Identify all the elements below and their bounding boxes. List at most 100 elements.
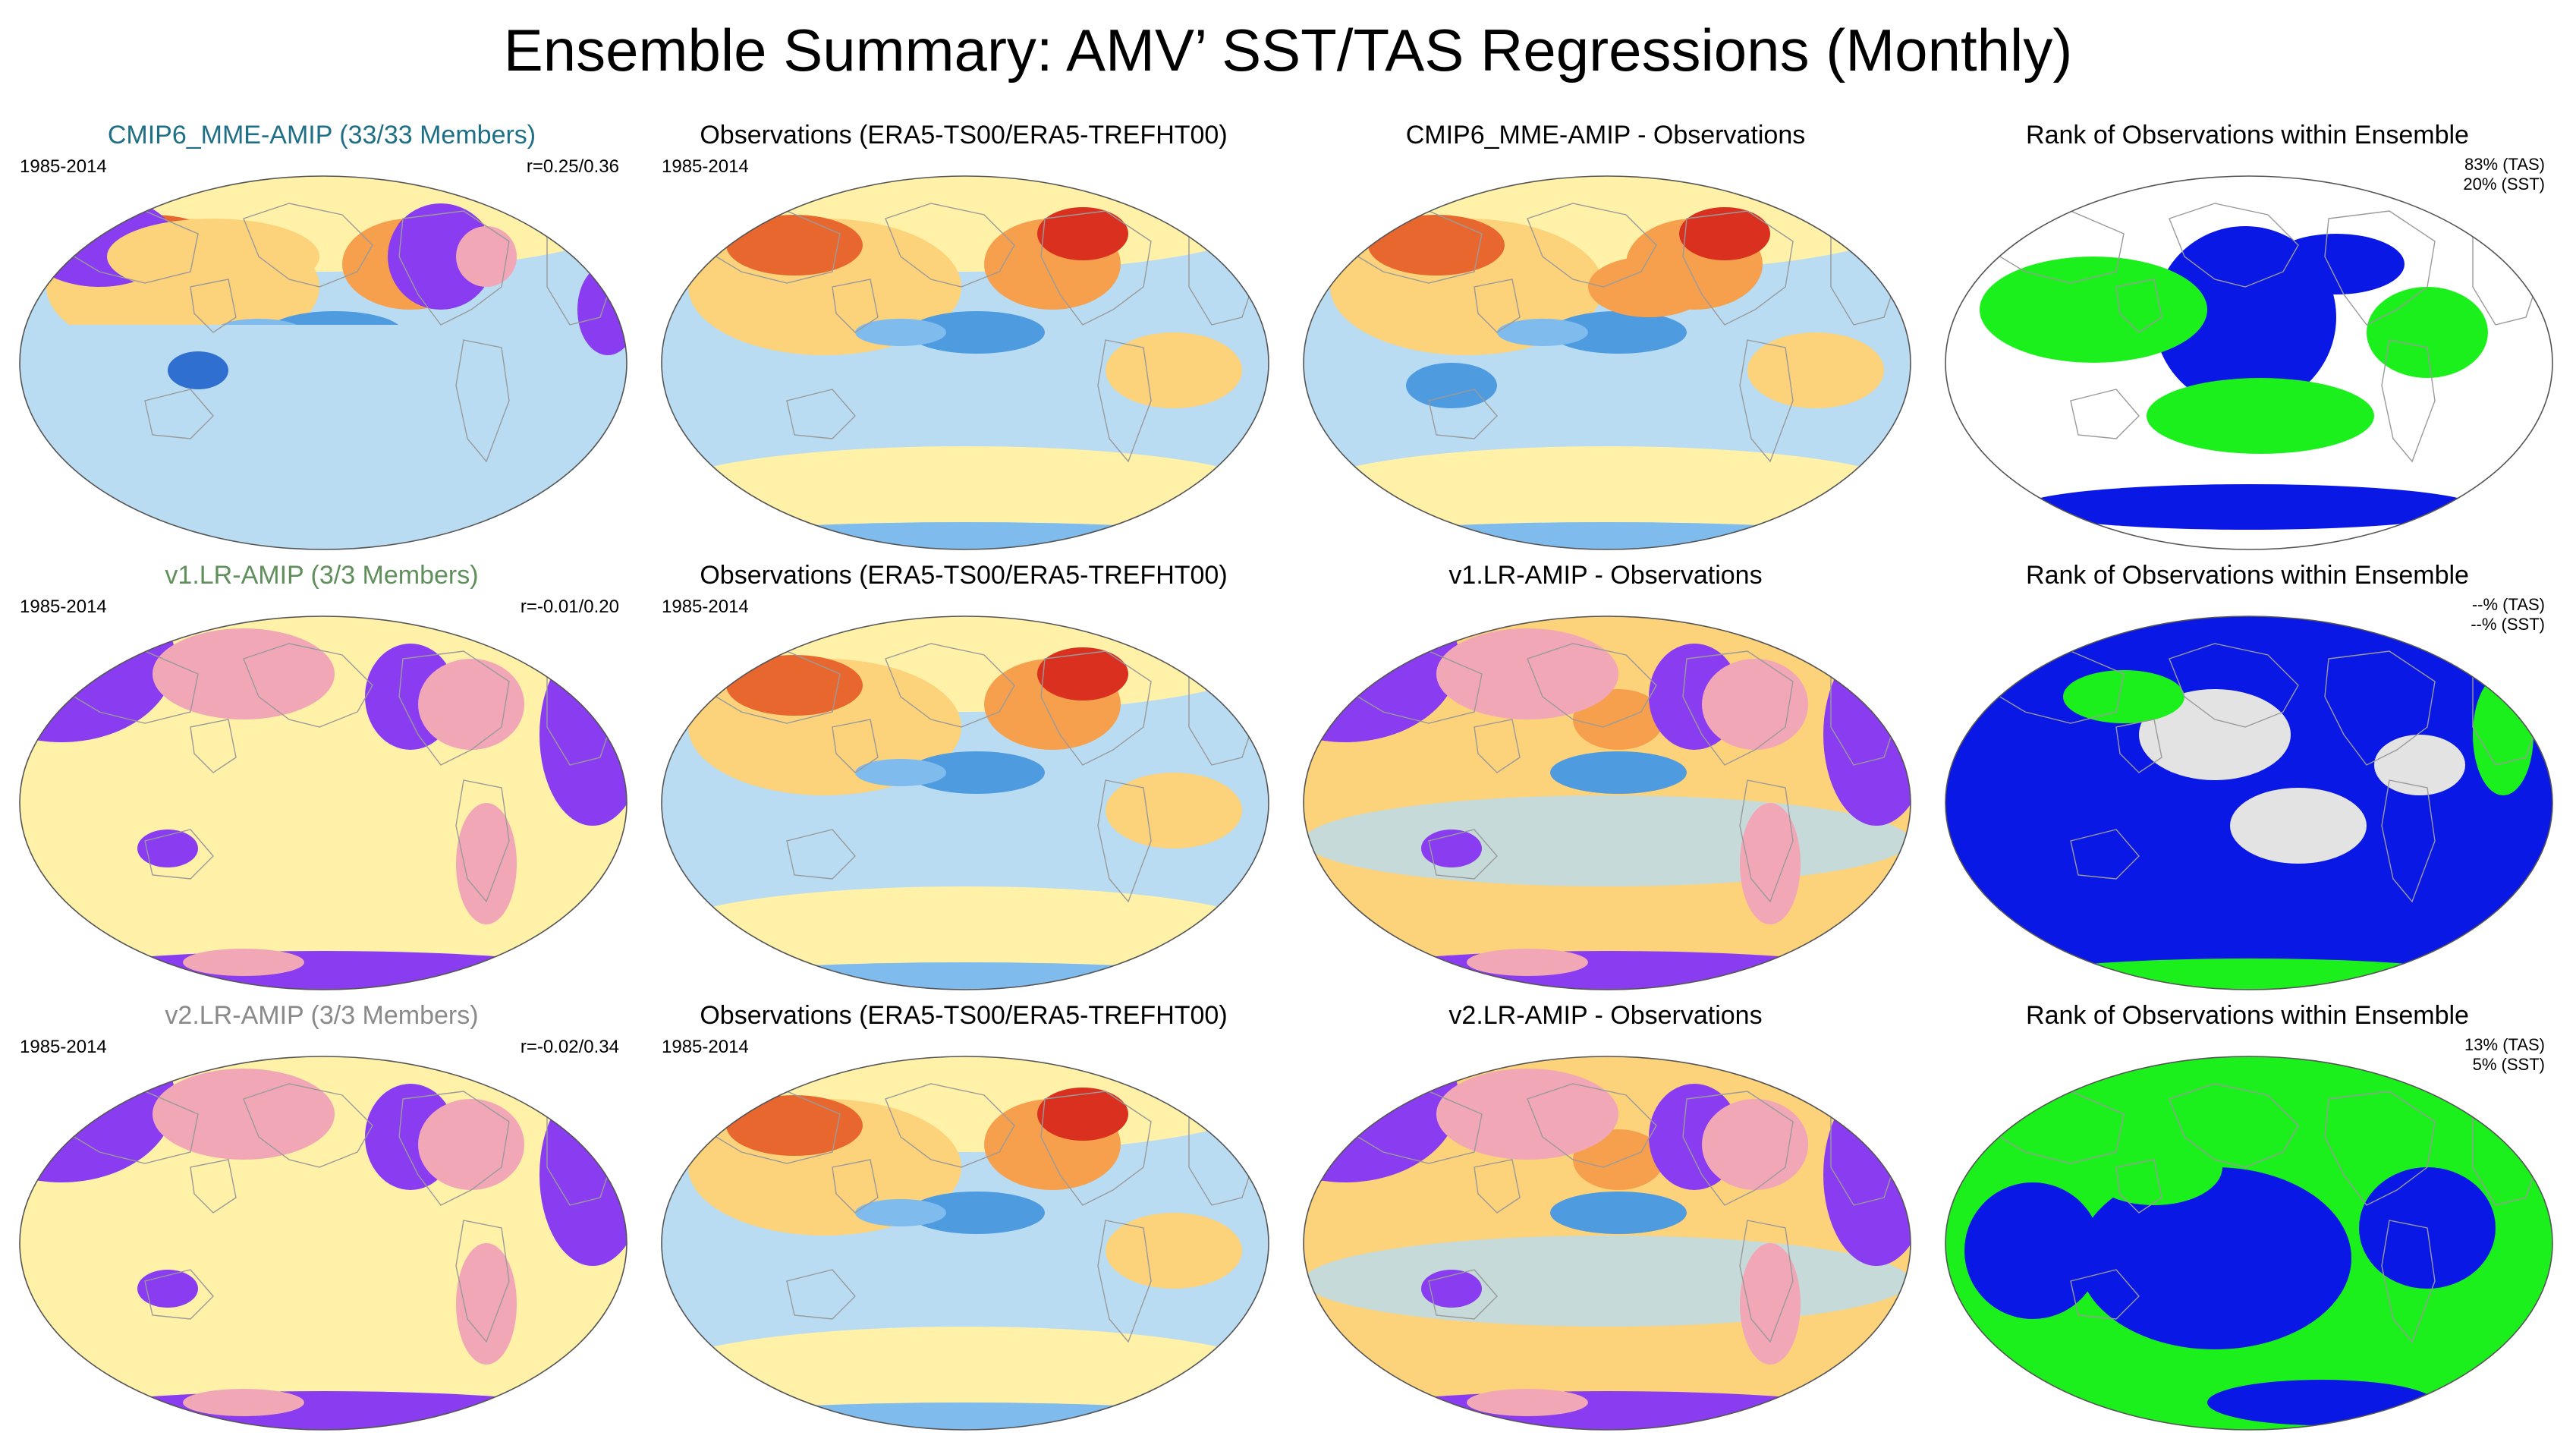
row-v2: v2.LR-AMIP (3/3 Members) 1985-2014 r=-0.… — [0, 1000, 2576, 1439]
panel-title: v2.LR-AMIP (3/3 Members) — [165, 1001, 479, 1030]
panel-model-v2: v2.LR-AMIP (3/3 Members) 1985-2014 r=-0.… — [3, 1000, 640, 1439]
row-v1: v1.LR-AMIP (3/3 Members) 1985-2014 r=-0.… — [0, 560, 2576, 999]
negative-region — [20, 951, 627, 990]
rank-blue-region — [2268, 234, 2405, 294]
coastline — [144, 829, 214, 880]
land-mask — [1436, 1069, 1618, 1160]
coastline — [455, 1220, 510, 1343]
coastline — [2115, 719, 2162, 773]
coastline — [2381, 1220, 2436, 1343]
cool-region — [662, 962, 1269, 990]
rank-gray-region — [2230, 788, 2367, 864]
coastline — [2070, 1269, 2140, 1320]
coastline — [1474, 1159, 1521, 1214]
coastline — [398, 650, 510, 766]
land-mask — [1467, 1389, 1588, 1416]
cool-region — [855, 759, 946, 786]
coastline — [786, 829, 856, 880]
period-label: 1985-2014 — [20, 1037, 107, 1057]
map-outline — [19, 615, 627, 990]
period-label: 1985-2014 — [662, 1037, 749, 1057]
hot-region — [726, 655, 863, 716]
panel-title: v2.LR-AMIP - Observations — [1448, 1001, 1763, 1030]
land-mask — [183, 949, 304, 976]
land-mask — [418, 1099, 524, 1190]
map-diff-v1 — [1303, 615, 1911, 990]
hot-region — [1037, 207, 1128, 260]
coastline — [455, 339, 510, 463]
coastline — [243, 643, 373, 728]
coastline — [832, 719, 879, 773]
land-mask — [418, 659, 524, 750]
panel-title: CMIP6_MME-AMIP - Observations — [1405, 121, 1806, 150]
map-outline — [1303, 615, 1911, 990]
coastline — [398, 1091, 510, 1206]
map-obs-2 — [661, 615, 1269, 990]
coastline — [1040, 650, 1152, 766]
coastline — [786, 389, 856, 439]
panel-model-v1: v1.LR-AMIP (3/3 Members) 1985-2014 r=-0.… — [3, 560, 640, 999]
hot-region — [1679, 207, 1770, 260]
panel-title: Observations (ERA5-TS00/ERA5-TREFHT00) — [700, 1001, 1228, 1030]
rank-percent-labels: 13% (TAS) 5% (SST) — [2464, 1035, 2545, 1075]
map-outline — [1945, 1056, 2553, 1431]
rank-percent-labels: --% (TAS) --% (SST) — [2471, 595, 2545, 634]
map-model-v2 — [19, 1056, 627, 1431]
cool-region — [662, 1402, 1269, 1430]
coastline — [2070, 829, 2140, 880]
land-mask — [1467, 949, 1588, 976]
warm-region — [1573, 1129, 1664, 1190]
coastline — [1527, 203, 1657, 288]
warm-region — [1106, 1213, 1242, 1289]
cool-region — [908, 311, 1045, 354]
land-mask — [1740, 803, 1801, 924]
map-diff-v2 — [1303, 1056, 1911, 1431]
map-outline — [661, 1056, 1269, 1431]
coastline — [1682, 1091, 1794, 1206]
period-label: 1985-2014 — [662, 156, 749, 177]
negative-region — [388, 203, 494, 310]
map-outline — [1945, 175, 2553, 550]
coastline — [2324, 650, 2436, 766]
coastline — [2324, 1091, 2436, 1206]
land-mask — [1702, 1099, 1808, 1190]
map-outline — [19, 175, 627, 550]
coastline — [2115, 279, 2162, 333]
negative-region — [20, 1391, 627, 1430]
panel-diff-cmip6: CMIP6_MME-AMIP - Observations — [1287, 120, 1924, 559]
rank-sst: 5% (SST) — [2472, 1055, 2545, 1074]
map-model-cmip6 — [19, 175, 627, 550]
coastline — [1682, 650, 1794, 766]
warm-region — [107, 219, 319, 294]
warm-region — [1106, 332, 1242, 408]
period-label: 1985-2014 — [20, 597, 107, 617]
coastline — [2115, 1159, 2162, 1214]
rank-tas: 83% (TAS) — [2464, 155, 2545, 174]
coastline — [144, 389, 214, 439]
map-outline — [19, 1056, 627, 1431]
coastline — [1739, 1220, 1794, 1343]
coastline — [786, 1269, 856, 1320]
rank-blue-region — [2078, 1167, 2351, 1349]
coastline — [832, 1159, 879, 1214]
page-title: Ensemble Summary: AMV’ SST/TAS Regressio… — [503, 17, 2073, 83]
coastline — [1097, 779, 1152, 903]
coastline — [2169, 203, 2299, 288]
coastline — [1097, 339, 1152, 463]
cool-region — [1550, 751, 1687, 794]
rank-green-region — [2473, 674, 2534, 795]
warm-region — [1747, 332, 1884, 408]
coastline — [190, 1159, 237, 1214]
warm-region — [1588, 257, 1709, 317]
land-mask — [456, 1243, 517, 1365]
land-mask — [1702, 659, 1808, 750]
coastline — [1474, 279, 1521, 333]
cool-region — [1550, 311, 1687, 354]
panel-rank-v1: Rank of Observations within Ensemble --%… — [1929, 560, 2566, 999]
cool-region — [1304, 522, 1911, 549]
rank-sst: 20% (SST) — [2463, 175, 2545, 194]
coastline — [1040, 1091, 1152, 1206]
cool-region — [1304, 1236, 1911, 1327]
rank-blue-region — [1964, 1182, 2101, 1319]
correlation-label: r=0.25/0.36 — [526, 156, 619, 177]
